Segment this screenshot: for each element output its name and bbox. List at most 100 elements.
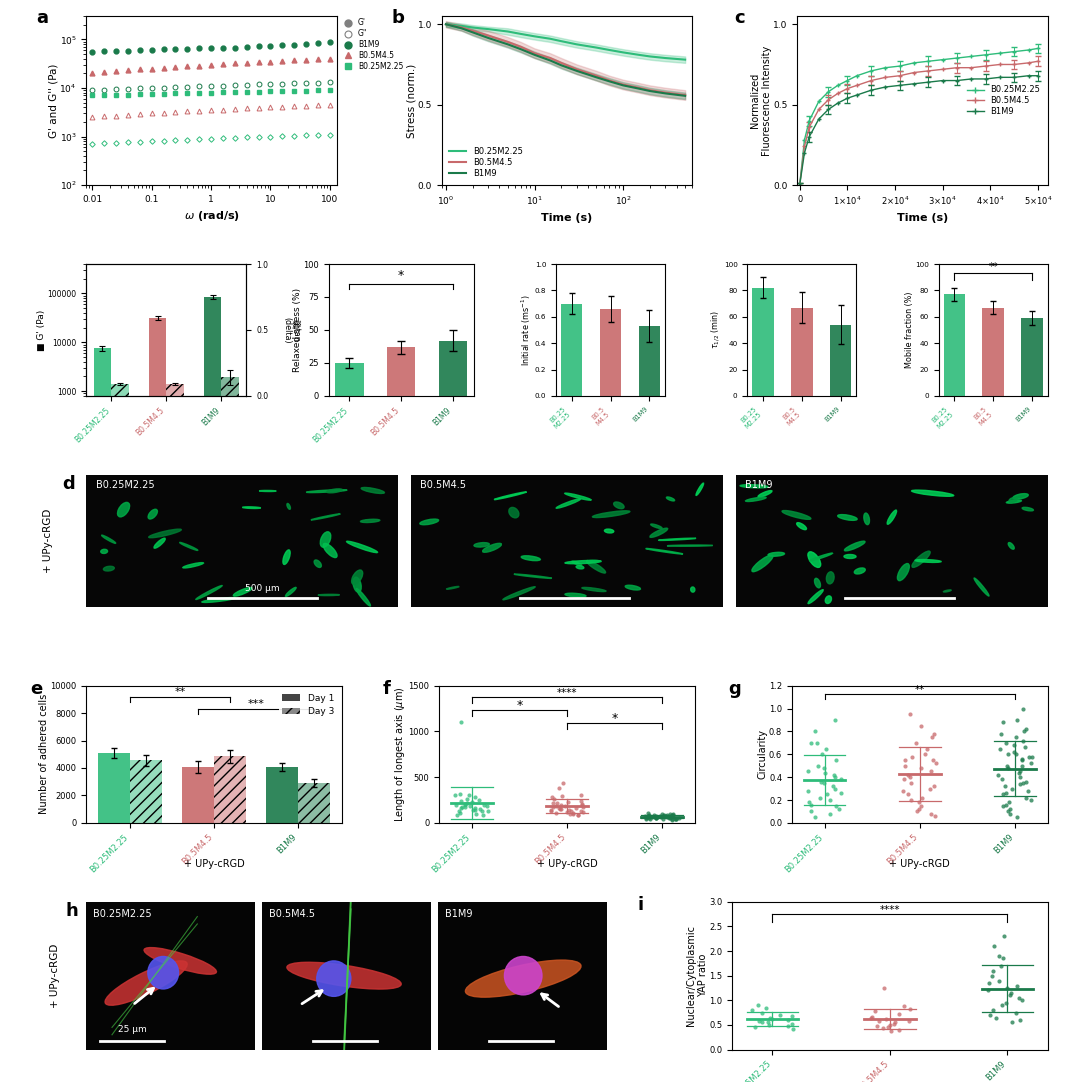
Point: [812, 789, 829, 806]
Point: [831, 801, 848, 818]
Ellipse shape: [259, 490, 276, 491]
Y-axis label: Length of longest axis ($\mu$m): Length of longest axis ($\mu$m): [393, 686, 407, 822]
X-axis label: Time (s): Time (s): [896, 213, 948, 223]
Point: [573, 795, 591, 813]
Point: [818, 740, 835, 757]
Point: [461, 786, 478, 803]
Ellipse shape: [195, 585, 222, 599]
Ellipse shape: [565, 493, 591, 500]
Point: [901, 705, 918, 723]
Point: [998, 784, 1015, 802]
Ellipse shape: [650, 528, 667, 538]
Legend: G', G", B1M9, B0.5M4.5, B0.25M2.25: G', G", B1M9, B0.5M4.5, B0.25M2.25: [340, 18, 404, 71]
Point: [453, 800, 470, 817]
Point: [640, 808, 658, 826]
Point: [923, 728, 941, 745]
Point: [453, 792, 470, 809]
Point: [900, 766, 917, 783]
Point: [780, 1017, 797, 1034]
Point: [802, 803, 820, 820]
Text: ***: ***: [248, 699, 265, 709]
Ellipse shape: [650, 524, 662, 528]
Point: [562, 803, 579, 820]
Point: [903, 748, 920, 765]
Ellipse shape: [768, 552, 784, 556]
Ellipse shape: [912, 551, 930, 567]
Point: [922, 763, 940, 780]
Ellipse shape: [144, 948, 216, 974]
Text: h: h: [66, 901, 79, 920]
Bar: [214, 756, 246, 823]
Y-axis label: Normalized
Fluorescence Intensity: Normalized Fluorescence Intensity: [751, 45, 772, 156]
Point: [997, 735, 1014, 752]
Point: [886, 1015, 903, 1032]
Ellipse shape: [287, 503, 291, 510]
Point: [984, 967, 1001, 985]
Bar: [204, 296, 221, 1082]
Bar: [387, 347, 416, 396]
Ellipse shape: [576, 566, 584, 569]
Text: f: f: [383, 681, 391, 698]
Point: [910, 793, 928, 810]
Point: [478, 797, 496, 815]
Point: [903, 791, 920, 808]
Point: [981, 975, 998, 992]
Text: a: a: [37, 10, 49, 27]
Point: [815, 775, 833, 792]
Point: [638, 808, 656, 826]
Point: [874, 1019, 891, 1037]
Point: [881, 1016, 899, 1033]
Point: [470, 791, 487, 808]
Point: [550, 800, 567, 817]
Point: [1007, 728, 1024, 745]
Bar: [561, 304, 582, 396]
Point: [926, 778, 943, 795]
Ellipse shape: [887, 510, 896, 525]
Point: [1009, 977, 1026, 994]
Point: [461, 797, 478, 815]
Point: [901, 1001, 918, 1018]
Point: [921, 780, 939, 797]
Point: [912, 797, 929, 815]
Point: [754, 1004, 771, 1021]
Point: [816, 764, 834, 781]
Ellipse shape: [504, 956, 542, 994]
Ellipse shape: [814, 578, 821, 588]
Point: [653, 807, 671, 824]
Ellipse shape: [758, 490, 772, 497]
Point: [1001, 805, 1018, 822]
Point: [645, 806, 662, 823]
Point: [928, 755, 945, 773]
Point: [1008, 711, 1025, 728]
Point: [544, 799, 562, 816]
Point: [639, 808, 657, 826]
Point: [644, 808, 661, 826]
Y-axis label: ▒ tan
(delta): ▒ tan (delta): [282, 317, 301, 343]
Bar: [983, 307, 1003, 396]
Point: [548, 797, 565, 815]
Point: [901, 1013, 918, 1030]
X-axis label: $\omega$ (rad/s): $\omega$ (rad/s): [184, 209, 240, 223]
Point: [760, 1016, 778, 1033]
Point: [1012, 1012, 1029, 1029]
Bar: [335, 362, 364, 396]
Point: [896, 757, 914, 775]
Point: [985, 1002, 1002, 1019]
Ellipse shape: [752, 555, 773, 571]
Ellipse shape: [100, 550, 108, 554]
Ellipse shape: [782, 511, 811, 519]
Point: [1008, 745, 1025, 763]
Point: [1013, 991, 1030, 1008]
Text: 25 μm: 25 μm: [118, 1025, 147, 1033]
Ellipse shape: [149, 529, 181, 538]
Ellipse shape: [593, 511, 630, 517]
Point: [659, 808, 676, 826]
Point: [877, 1011, 894, 1028]
Point: [895, 998, 913, 1015]
Ellipse shape: [483, 543, 501, 552]
Point: [910, 801, 928, 818]
Point: [640, 809, 658, 827]
Point: [451, 784, 469, 802]
Ellipse shape: [285, 588, 296, 596]
Point: [667, 810, 685, 828]
